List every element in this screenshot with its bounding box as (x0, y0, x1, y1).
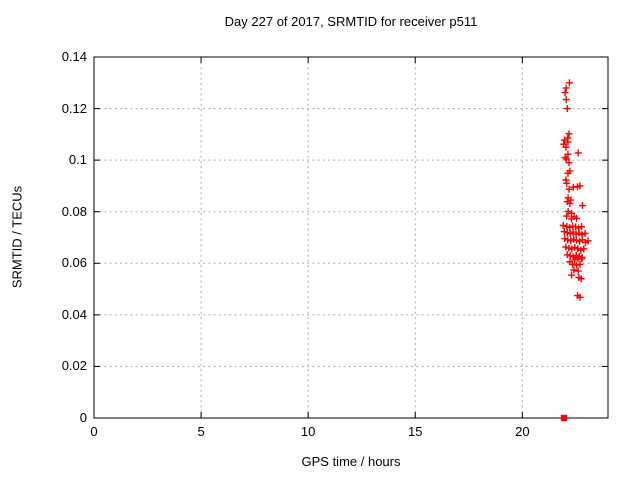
data-point-plus (570, 266, 578, 274)
data-point-plus (568, 271, 576, 279)
data-point-plus (578, 255, 586, 263)
data-point-plus (576, 182, 584, 190)
data-point-plus (562, 96, 570, 104)
data-point-plus (580, 245, 588, 253)
data-point-plus (562, 84, 570, 92)
x-tick-label: 5 (197, 424, 205, 439)
data-point-plus (564, 138, 572, 146)
data-point-plus (564, 169, 572, 177)
data-point-plus (563, 212, 571, 220)
data-point-plus (559, 221, 567, 229)
y-tick-label: 0.08 (61, 203, 87, 219)
data-point-plus (566, 199, 574, 207)
data-point-plus (565, 130, 573, 138)
data-point-plus (567, 196, 575, 204)
y-tick-label: 0.02 (61, 358, 87, 374)
y-tick-label: 0.06 (61, 255, 87, 271)
y-axis-label: SRMTID / TECUs (9, 185, 25, 289)
data-point-plus (578, 223, 586, 231)
data-point-plus (577, 275, 585, 283)
data-point-plus (561, 154, 569, 162)
x-tick-label: 0 (90, 424, 98, 439)
data-point-plus (573, 214, 581, 222)
data-point-plus (576, 260, 584, 268)
data-point-plus (584, 237, 592, 245)
data-point-plus (574, 267, 582, 275)
data-point-plus (581, 229, 589, 237)
data-point-plus (563, 179, 571, 187)
plot-border (93, 56, 609, 419)
x-tick-label: 20 (515, 424, 530, 439)
x-tick-label: 10 (300, 424, 316, 439)
y-tick-label: 0.14 (61, 49, 87, 64)
data-point-plus (565, 79, 573, 87)
data-point-plus (565, 185, 573, 193)
x-axis-label: GPS time / hours (301, 454, 401, 469)
data-point-plus (573, 261, 581, 269)
y-tick-label: 0.04 (61, 306, 87, 322)
data-point-plus (574, 149, 582, 157)
y-tick-label: 0 (79, 410, 87, 425)
data-point-plus (562, 155, 570, 163)
y-tick-label: 0.1 (68, 152, 87, 168)
data-point-plus (568, 260, 576, 268)
data-point-plus (561, 89, 569, 97)
data-point-plus (571, 256, 579, 264)
chart-title: Day 227 of 2017, SRMTID for receiver p51… (224, 14, 478, 29)
data-point-plus (576, 293, 584, 301)
data-point-plus (562, 143, 570, 151)
data-point-plus (579, 202, 587, 210)
data-point-plus (565, 159, 573, 167)
data-point-plus (563, 105, 571, 113)
zero-marker-square (560, 414, 568, 422)
y-tick-label: 0.12 (61, 100, 87, 116)
x-tick-label: 15 (408, 424, 423, 439)
